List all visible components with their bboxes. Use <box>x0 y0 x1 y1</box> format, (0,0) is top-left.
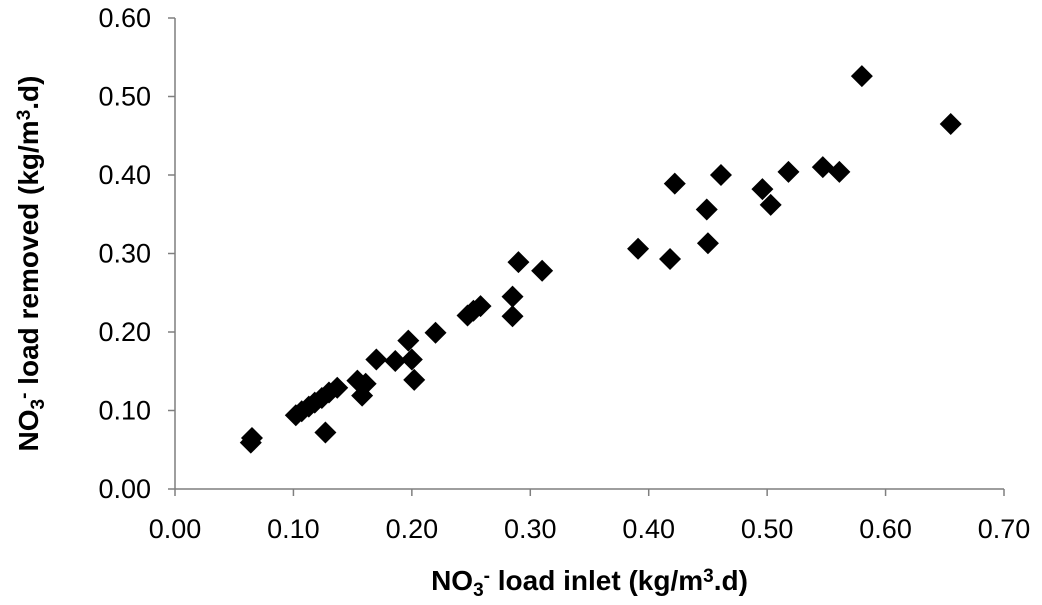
data-point <box>469 295 492 318</box>
x-tick-label: 0.40 <box>622 514 675 544</box>
data-point <box>777 160 800 183</box>
data-point <box>507 251 530 274</box>
data-point <box>365 348 388 371</box>
data-points <box>239 65 962 454</box>
y-axis-ticks: 0.00 0.10 0.20 0.30 0.40 0.50 0.60 <box>98 3 175 504</box>
data-point <box>239 431 262 454</box>
x-tick-label: 0.20 <box>386 514 439 544</box>
x-tick-label: 0.30 <box>504 514 557 544</box>
data-point <box>828 160 851 183</box>
y-tick-label: 0.60 <box>98 3 151 33</box>
x-axis-title: NO3- load inlet (kg/m3.d) <box>431 565 748 601</box>
y-tick-label: 0.10 <box>98 396 151 426</box>
data-point <box>759 193 782 216</box>
data-point <box>314 421 337 444</box>
data-point <box>501 285 524 308</box>
data-point <box>709 164 732 186</box>
data-point <box>939 112 962 135</box>
x-tick-label: 0.60 <box>859 514 912 544</box>
data-point <box>531 259 554 282</box>
data-point <box>384 350 407 373</box>
x-tick-label: 0.10 <box>267 514 320 544</box>
data-point <box>403 368 426 391</box>
x-axis-ticks: 0.00 0.10 0.20 0.30 0.40 0.50 0.60 0.70 <box>149 489 1031 544</box>
y-tick-label: 0.00 <box>98 474 151 504</box>
x-tick-label: 0.70 <box>978 514 1031 544</box>
data-point <box>850 65 873 88</box>
x-tick-label: 0.50 <box>741 514 794 544</box>
data-point <box>354 372 377 395</box>
data-point <box>659 247 682 270</box>
data-point <box>627 237 650 260</box>
data-point <box>663 172 686 195</box>
data-point <box>811 156 834 179</box>
data-point <box>751 178 774 201</box>
y-tick-label: 0.30 <box>98 239 151 269</box>
data-point <box>400 348 423 371</box>
data-point <box>695 198 718 221</box>
x-tick-label: 0.00 <box>149 514 202 544</box>
y-axis-title: NO3- load removed (kg/m3.d) <box>13 76 49 452</box>
data-point <box>501 305 524 328</box>
y-tick-label: 0.40 <box>98 160 151 190</box>
y-tick-label: 0.20 <box>98 317 151 347</box>
data-point <box>397 329 420 352</box>
data-point <box>424 321 447 344</box>
data-point <box>326 376 349 399</box>
data-point <box>696 232 719 255</box>
y-tick-label: 0.50 <box>98 82 151 112</box>
